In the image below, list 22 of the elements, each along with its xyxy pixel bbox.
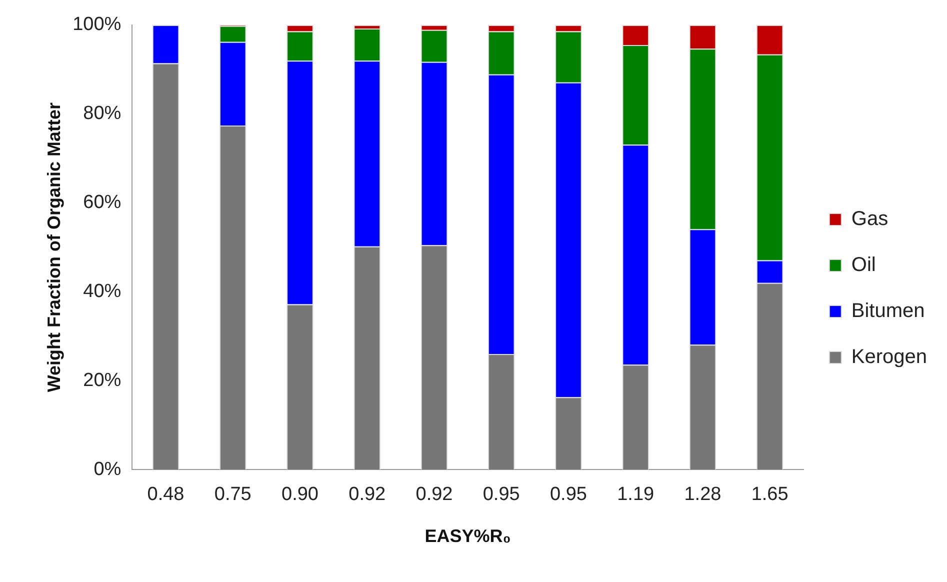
x-tick-label: 0.48 bbox=[147, 484, 184, 506]
x-tick-label: 0.92 bbox=[348, 484, 386, 506]
y-tick-label: 20% bbox=[83, 370, 122, 391]
y-tick-label: 100% bbox=[72, 14, 122, 36]
y-tick-label: 0% bbox=[94, 458, 122, 480]
legend-label: Kerogen bbox=[851, 346, 928, 368]
x-tick-label: 1.19 bbox=[617, 484, 654, 506]
legend-label: Oil bbox=[851, 254, 876, 276]
legend-label: Gas bbox=[851, 208, 888, 230]
x-tick-label: 1.28 bbox=[684, 484, 722, 506]
legend-label: Bitumen bbox=[851, 300, 925, 322]
y-tick-label: 40% bbox=[83, 280, 122, 302]
x-tick-label: 0.95 bbox=[482, 484, 520, 506]
x-axis-title: EASY%R₀ bbox=[424, 526, 511, 546]
x-tick-label: 0.90 bbox=[282, 484, 318, 506]
y-tick-label: 80% bbox=[83, 103, 122, 124]
y-tick-label: 60% bbox=[83, 192, 122, 214]
x-tick-label: 0.95 bbox=[550, 484, 587, 506]
x-tick-label: 0.92 bbox=[416, 484, 453, 506]
x-tick-label: 0.75 bbox=[214, 484, 252, 506]
x-tick-label: 1.65 bbox=[751, 484, 788, 506]
y-axis-title: Weight Fraction of Organic Matter bbox=[44, 102, 64, 392]
